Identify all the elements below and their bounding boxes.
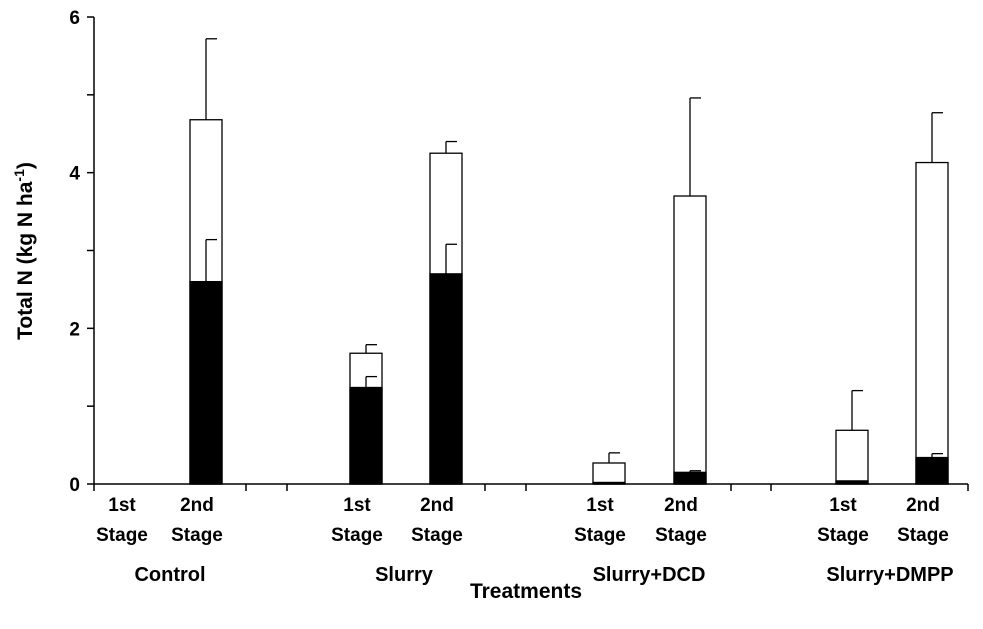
y-axis-title-close: )	[14, 162, 37, 169]
stage-label-line1: 1st	[586, 495, 614, 516]
stage-label-line2: Stage	[897, 525, 949, 546]
bar-black-segment	[915, 456, 949, 485]
stage-label-line2: Stage	[411, 525, 463, 546]
stage-label-line1: 1st	[829, 495, 857, 516]
bar-black-segment	[429, 273, 463, 485]
bar-black-segment	[189, 280, 223, 485]
bar-total	[835, 429, 869, 485]
x-axis-title: Treatments	[470, 580, 582, 603]
bars	[189, 38, 949, 485]
y-tick-label: 2	[69, 319, 80, 340]
group-label: Slurry+DMPP	[826, 564, 953, 586]
group-label: Control	[134, 564, 205, 586]
labels: 0 2 4 6 1st Stage 2nd Stage Control 1st Stage 2nd St…	[69, 8, 953, 586]
stage-label-line2: Stage	[574, 525, 626, 546]
stage-label-line2: Stage	[817, 525, 869, 546]
stage-label-line1: 2nd	[420, 495, 454, 516]
stage-label-line1: 2nd	[906, 495, 940, 516]
y-tick-label: 0	[69, 475, 80, 496]
bar-black-segment	[673, 471, 707, 485]
bar-black-segment	[835, 480, 869, 485]
stage-label-line1: 2nd	[180, 495, 214, 516]
stage-label-line1: 1st	[108, 495, 136, 516]
group-label: Slurry+DCD	[593, 564, 706, 586]
bar-black-segment	[349, 386, 383, 485]
group-label: Slurry	[375, 564, 434, 586]
axes	[87, 16, 969, 491]
stage-label-line1: 1st	[343, 495, 371, 516]
stage-label-line2: Stage	[171, 525, 223, 546]
stage-label-line1: 2nd	[664, 495, 698, 516]
stage-label-line2: Stage	[331, 525, 383, 546]
y-axis-title-main: Total N (kg N ha	[14, 181, 37, 340]
bar-total	[592, 462, 626, 485]
stage-label-line2: Stage	[655, 525, 707, 546]
y-axis-title-superscript: -1	[11, 169, 27, 182]
y-tick-label: 6	[69, 8, 80, 29]
bar-black-segment	[592, 481, 626, 485]
stage-label-line2: Stage	[96, 525, 148, 546]
bar-total	[673, 195, 707, 485]
bar-total	[915, 161, 949, 485]
y-axis-title: Total N (kg N ha-1)	[11, 162, 37, 340]
y-tick-label: 4	[69, 164, 80, 185]
